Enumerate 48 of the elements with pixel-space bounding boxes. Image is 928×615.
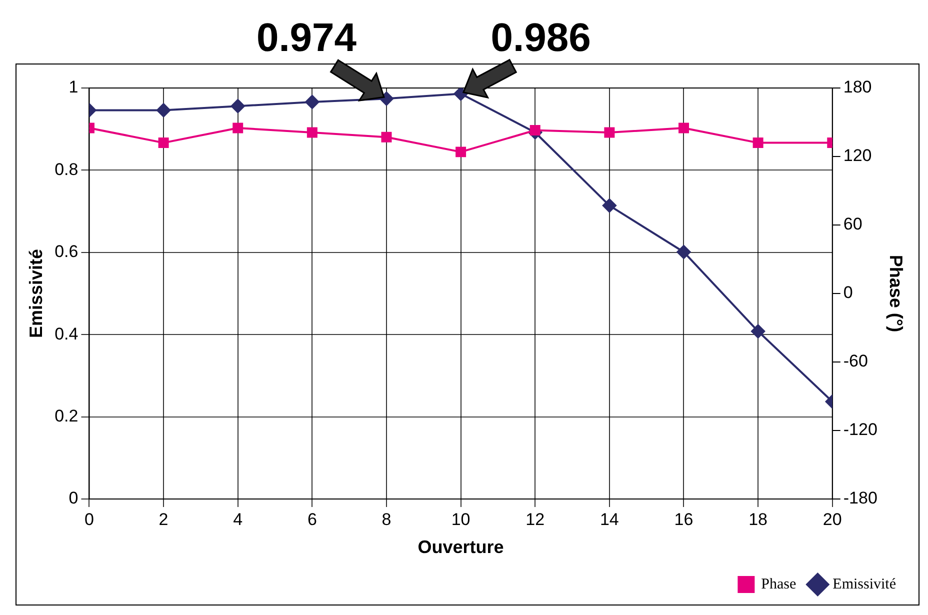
point <box>530 125 540 136</box>
x-tick-label: 6 <box>307 510 317 529</box>
y2-tick-label: -180 <box>843 488 878 508</box>
point <box>381 132 392 142</box>
y2-tick-label: 180 <box>843 78 872 97</box>
x-tick-label: 8 <box>382 510 392 529</box>
point <box>456 146 466 158</box>
legend-label: Emissivité <box>832 576 896 592</box>
y2-tick-label: 120 <box>843 146 872 166</box>
point <box>158 138 169 148</box>
x-tick-label: 18 <box>748 510 768 529</box>
y2-tick-label: 0 <box>843 283 853 302</box>
x-tick-label: 14 <box>600 510 619 529</box>
x-tick-label: 10 <box>451 510 470 529</box>
x-tick-label: 20 <box>822 510 842 529</box>
annotation: 0.986 <box>490 16 591 60</box>
y-tick-label: 0 <box>68 488 78 508</box>
point <box>379 92 394 106</box>
y2-tick-label: 60 <box>843 214 862 234</box>
x-axis-title: Ouverture <box>418 537 504 558</box>
x-tick-label: 16 <box>674 510 694 529</box>
y2-tick-label: -120 <box>843 420 878 440</box>
y-tick-label: 1 <box>68 78 78 97</box>
point <box>156 103 171 118</box>
point <box>752 138 764 148</box>
point <box>678 122 689 134</box>
point <box>305 94 320 109</box>
x-tick-label: 12 <box>526 510 545 529</box>
x-tick-label: 2 <box>158 510 168 529</box>
y-tick-label: 0.8 <box>54 160 78 179</box>
point <box>232 122 244 134</box>
point <box>454 88 468 101</box>
point <box>602 198 616 213</box>
point <box>306 127 318 138</box>
y-axis-title: Emissivité <box>26 248 46 338</box>
y2-tick-label: -60 <box>843 352 868 371</box>
y-tick-label: 0.2 <box>54 406 78 426</box>
point <box>676 244 691 259</box>
point <box>604 127 615 138</box>
legend-label: Phase <box>761 576 797 592</box>
y-tick-label: 0.6 <box>54 242 78 262</box>
x-tick-label: 4 <box>233 510 243 529</box>
point <box>751 324 766 338</box>
annotation: 0.974 <box>256 16 358 60</box>
point <box>230 99 245 114</box>
y2-axis-title: Phase (°) <box>886 254 906 332</box>
y-tick-label: 0.4 <box>54 324 78 344</box>
x-tick-label: 0 <box>84 510 94 529</box>
